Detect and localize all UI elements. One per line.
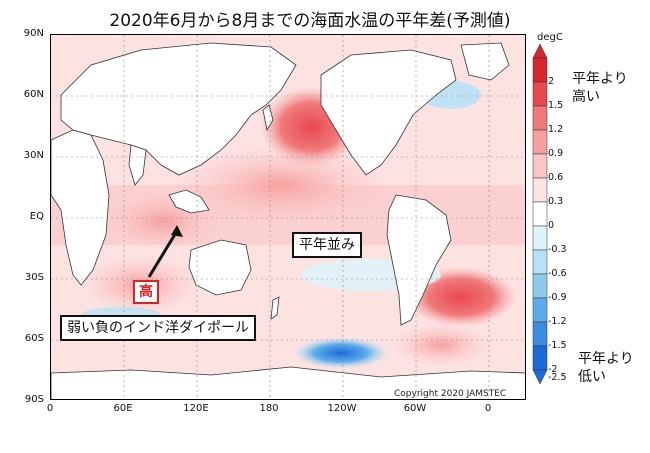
australia <box>188 239 252 296</box>
lat-label: 30S <box>24 272 44 283</box>
colorbar-cell <box>532 129 548 155</box>
map-title: 2020年6月から8月までの海面水温の平年差(予測値) <box>109 11 511 31</box>
colorbar-label: -1.5 <box>548 340 567 351</box>
japan <box>262 104 274 132</box>
map-svg <box>51 35 525 399</box>
low-annotation: 平年より 低い <box>578 350 634 386</box>
colorbar-cell <box>532 345 548 371</box>
colorbar <box>532 44 548 385</box>
colorbar-cell <box>532 81 548 107</box>
low-annotation-line2: 低い <box>578 369 606 385</box>
low-annotation-line1: 平年より <box>578 351 634 367</box>
colorbar-label: -0.3 <box>548 244 567 255</box>
southern-ocean-cold <box>293 337 389 369</box>
colorbar-cell <box>532 225 548 251</box>
annotation-arrowhead <box>171 225 183 237</box>
maritime-continent <box>168 189 210 214</box>
colorbar-label: -0.9 <box>548 292 567 303</box>
lat-label: 30N <box>23 150 44 161</box>
lon-label: 0 <box>46 403 54 414</box>
colorbar-label: -0.6 <box>548 268 567 279</box>
colorbar-label: -1.2 <box>548 316 567 327</box>
new-zealand <box>270 296 280 320</box>
lon-label: 60E <box>113 403 133 414</box>
india <box>128 144 147 186</box>
colorbar-unit: degC <box>537 32 563 43</box>
colorbar-label: 0.9 <box>548 148 564 159</box>
lat-label: 60S <box>24 333 44 344</box>
lon-label: 120W <box>327 403 357 414</box>
colorbar-label: 1.5 <box>548 100 564 111</box>
lat-label: 90N <box>23 28 44 39</box>
colorbar-label: 0 <box>548 220 555 231</box>
lon-label: 0 <box>484 403 492 414</box>
indian-ocean-warm <box>103 191 223 251</box>
south-america <box>386 194 452 326</box>
colorbar-label: -2 <box>548 364 558 375</box>
lon-label: 180 <box>259 403 279 414</box>
colorbar-label: -2.5 <box>548 372 567 383</box>
colorbar-label: 0.3 <box>548 196 564 207</box>
colorbar-cell <box>532 201 548 227</box>
eurasia <box>60 42 297 176</box>
colorbar-bottom-arrow <box>532 369 548 385</box>
colorbar-cell <box>532 57 548 83</box>
lon-label: 120E <box>183 403 209 414</box>
high-annotation-line1: 平年より <box>572 71 628 87</box>
lat-label: 60N <box>23 89 44 100</box>
colorbar-cell <box>532 249 548 275</box>
sst-anomaly-map <box>50 34 526 400</box>
colorbar-top-arrow <box>532 44 548 59</box>
greenland <box>460 42 510 81</box>
colorbar-cell <box>532 297 548 323</box>
colorbar-cell <box>532 153 548 179</box>
copyright: Copyright 2020 JAMSTEC <box>394 389 507 399</box>
lat-label: 90S <box>24 394 44 405</box>
normal-label-box: 平年並み <box>292 232 362 258</box>
southern-ocean-warm <box>391 323 491 367</box>
high-label-box: 高 <box>133 280 159 304</box>
colorbar-cell <box>532 177 548 203</box>
lon-label: 60W <box>403 403 427 414</box>
colorbar-label: 0.6 <box>548 172 564 183</box>
antarctica <box>51 366 525 399</box>
central-pacific-warm <box>171 145 391 225</box>
high-annotation-line2: 高い <box>572 89 600 105</box>
iod-label-box: 弱い負のインド洋ダイポール <box>60 315 256 341</box>
annotation-arrow <box>147 230 179 278</box>
high-annotation: 平年より 高い <box>572 70 628 106</box>
colorbar-label: 1.2 <box>548 124 564 135</box>
continents <box>51 42 525 399</box>
north-america <box>320 49 457 176</box>
colorbar-cell <box>532 321 548 347</box>
colorbar-cell <box>532 273 548 299</box>
colorbar-label: 2 <box>548 76 555 87</box>
lat-label: EQ <box>29 211 44 222</box>
colorbar-cell <box>532 105 548 131</box>
